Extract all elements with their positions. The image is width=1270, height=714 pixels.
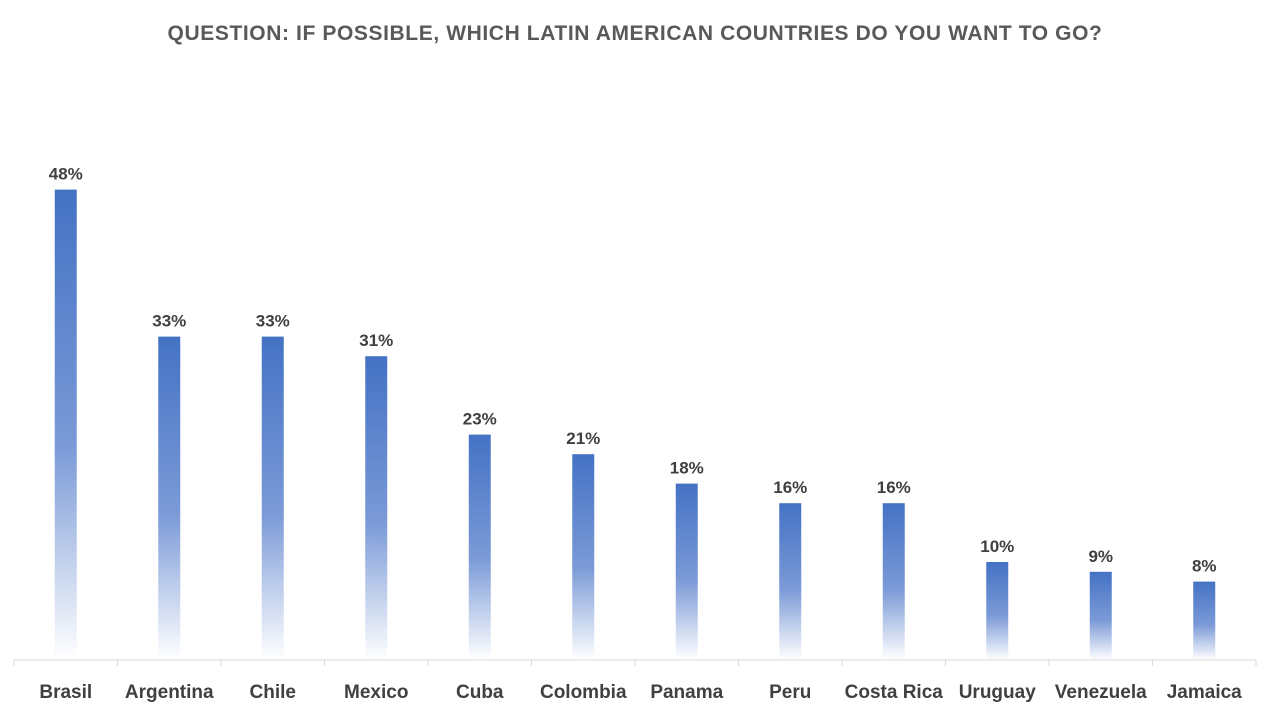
data-label: 33% xyxy=(256,312,290,331)
data-label: 16% xyxy=(877,478,911,497)
data-label: 48% xyxy=(49,165,83,184)
x-tick-label: Brasil xyxy=(39,682,92,703)
bar-colombia xyxy=(572,454,595,660)
bar-brasil xyxy=(54,189,77,660)
bar-argentina xyxy=(158,336,181,660)
x-axis xyxy=(13,659,1257,666)
bar-mexico xyxy=(365,356,388,660)
x-tick-label: Panama xyxy=(650,682,723,703)
x-tick-label: Peru xyxy=(769,682,811,703)
labels-layer: 48% Brasil 33% Argentina 33% Chile 31% Mexico 23… xyxy=(39,165,1242,703)
bar-peru xyxy=(779,503,802,660)
x-tick-label: Venezuela xyxy=(1055,682,1147,703)
x-tick-label: Costa Rica xyxy=(845,682,944,703)
data-label: 9% xyxy=(1088,547,1113,566)
x-tick-label: Argentina xyxy=(125,682,214,703)
x-tick-label: Chile xyxy=(250,682,296,703)
bar-uruguay xyxy=(986,562,1009,660)
bar-chile xyxy=(261,336,284,660)
bar-cuba xyxy=(468,434,491,660)
data-label: 23% xyxy=(463,410,497,429)
bars-layer xyxy=(54,189,1216,660)
bar-venezuela xyxy=(1089,571,1112,660)
data-label: 31% xyxy=(359,331,393,350)
x-tick-label: Colombia xyxy=(540,682,627,703)
data-label: 33% xyxy=(152,312,186,331)
data-label: 10% xyxy=(980,537,1014,556)
bar-panama xyxy=(675,483,698,660)
x-tick-label: Cuba xyxy=(456,682,504,703)
x-tick-label: Uruguay xyxy=(959,682,1037,703)
data-label: 16% xyxy=(773,478,807,497)
x-tick-label: Jamaica xyxy=(1167,682,1242,703)
bar-costa-rica xyxy=(882,503,905,660)
chart-title: QUESTION: IF POSSIBLE, WHICH LATIN AMERI… xyxy=(168,22,1103,45)
x-tick-label: Mexico xyxy=(344,682,408,703)
bar-jamaica xyxy=(1193,581,1216,660)
data-label: 21% xyxy=(566,429,600,448)
data-label: 8% xyxy=(1192,557,1217,576)
data-label: 18% xyxy=(670,459,704,478)
